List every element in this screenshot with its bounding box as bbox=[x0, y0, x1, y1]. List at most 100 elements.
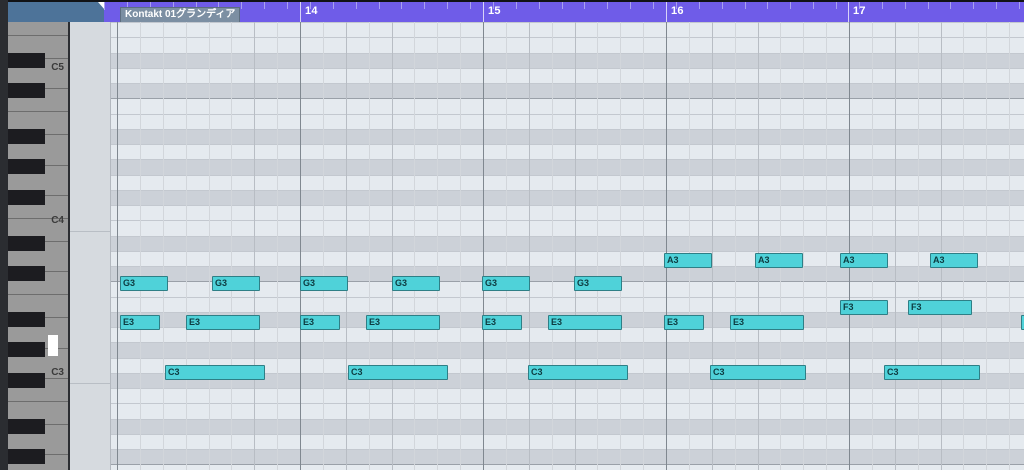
note-block[interactable]: C3 bbox=[348, 365, 448, 380]
note-block[interactable]: A3 bbox=[755, 253, 803, 268]
ruler-tick bbox=[356, 2, 357, 9]
ruler-tick bbox=[104, 2, 105, 9]
ruler-bar-number: 14 bbox=[305, 5, 318, 17]
ruler-tick bbox=[813, 2, 814, 9]
grid-row-line bbox=[111, 190, 1024, 191]
grid-row[interactable] bbox=[111, 205, 1024, 221]
ruler-tick bbox=[310, 2, 311, 9]
note-pitch-label: G3 bbox=[485, 278, 498, 288]
piano-black-key[interactable] bbox=[8, 83, 45, 98]
note-pitch-label: G3 bbox=[123, 278, 136, 288]
note-block[interactable]: E3 bbox=[186, 315, 260, 330]
note-block[interactable]: G3 bbox=[482, 276, 530, 291]
grid-row[interactable] bbox=[111, 342, 1024, 358]
grid-row[interactable] bbox=[111, 83, 1024, 99]
ruler-tick bbox=[767, 2, 768, 9]
note-block[interactable]: F3 bbox=[840, 300, 888, 315]
octave-label-c3: C3 bbox=[51, 367, 64, 378]
note-block[interactable]: C3 bbox=[884, 365, 980, 380]
ruler-tick bbox=[928, 2, 929, 9]
grid-beat-line bbox=[575, 22, 576, 470]
note-block[interactable]: G3 bbox=[120, 276, 168, 291]
ruler-tick bbox=[653, 2, 654, 9]
piano-keyboard[interactable]: C5 C4 C3 bbox=[8, 22, 70, 470]
timeline-ruler[interactable]: 14 15 16 17 Kontakt 01グランディア bbox=[0, 0, 1024, 22]
ruler-tick bbox=[150, 2, 151, 9]
piano-black-key[interactable] bbox=[8, 190, 45, 205]
grid-row[interactable] bbox=[111, 464, 1024, 470]
note-block[interactable]: G3 bbox=[574, 276, 622, 291]
velocity-gutter[interactable] bbox=[70, 22, 111, 470]
note-block[interactable]: A3 bbox=[930, 253, 978, 268]
grid-row-line bbox=[111, 251, 1024, 252]
grid-row[interactable] bbox=[111, 235, 1024, 251]
piano-white-key[interactable] bbox=[8, 462, 68, 470]
ruler-tick bbox=[790, 2, 791, 9]
note-pitch-label: E3 bbox=[189, 317, 201, 327]
piano-black-key[interactable] bbox=[8, 129, 45, 144]
note-block[interactable]: E3 bbox=[482, 315, 522, 330]
note-block[interactable]: A3 bbox=[840, 253, 888, 268]
grid-row[interactable] bbox=[111, 174, 1024, 190]
piano-black-key[interactable] bbox=[8, 159, 45, 174]
grid-row-line bbox=[111, 83, 1024, 84]
note-block[interactable]: E3 bbox=[120, 315, 160, 330]
note-block[interactable]: F3 bbox=[908, 300, 972, 315]
grid-subdivision-line bbox=[323, 22, 324, 470]
note-block[interactable]: E3 bbox=[730, 315, 804, 330]
note-block[interactable]: E3 bbox=[300, 315, 340, 330]
grid-row[interactable] bbox=[111, 52, 1024, 68]
note-pitch-label: E3 bbox=[733, 317, 745, 327]
note-pitch-label: E3 bbox=[303, 317, 315, 327]
piano-black-key[interactable] bbox=[8, 53, 45, 68]
ruler-tick bbox=[836, 2, 837, 9]
ruler-cycle-range[interactable] bbox=[104, 2, 1024, 22]
note-block[interactable]: C3 bbox=[528, 365, 628, 380]
grid-row[interactable] bbox=[111, 98, 1024, 114]
grid-row[interactable] bbox=[111, 296, 1024, 312]
note-pitch-label: C3 bbox=[531, 367, 543, 377]
note-pitch-label: E3 bbox=[485, 317, 497, 327]
piano-black-key[interactable] bbox=[8, 419, 45, 434]
note-block[interactable]: G3 bbox=[300, 276, 348, 291]
grid-row[interactable] bbox=[111, 449, 1024, 465]
note-block[interactable]: A3 bbox=[664, 253, 712, 268]
grid-row[interactable] bbox=[111, 418, 1024, 434]
note-block[interactable]: G3 bbox=[212, 276, 260, 291]
grid-row[interactable] bbox=[111, 128, 1024, 144]
grid-row[interactable] bbox=[111, 113, 1024, 129]
clip-name-tab[interactable]: Kontakt 01グランディア bbox=[120, 7, 241, 22]
ruler-locator-range[interactable] bbox=[8, 2, 104, 22]
grid-row[interactable] bbox=[111, 159, 1024, 175]
piano-black-key[interactable] bbox=[8, 266, 45, 281]
grid-row[interactable] bbox=[111, 189, 1024, 205]
piano-black-key[interactable] bbox=[8, 236, 45, 251]
note-grid[interactable]: G3 G3 G3 G3 G3 G3 A3 A3 A3 A3 F3 F3 E3 E3 E3 E3 E3 E3 E3 E3… bbox=[111, 22, 1024, 470]
loop-marker-icon[interactable] bbox=[98, 2, 105, 10]
piano-black-key[interactable] bbox=[8, 312, 45, 327]
grid-row[interactable] bbox=[111, 388, 1024, 404]
grid-row[interactable] bbox=[111, 144, 1024, 160]
grid-row[interactable] bbox=[111, 327, 1024, 343]
grid-row[interactable] bbox=[111, 37, 1024, 53]
note-block[interactable]: E3 bbox=[548, 315, 622, 330]
piano-key-separator bbox=[8, 218, 68, 219]
grid-row[interactable] bbox=[111, 22, 1024, 38]
note-block[interactable]: C3 bbox=[710, 365, 806, 380]
grid-row[interactable] bbox=[111, 67, 1024, 83]
note-block[interactable]: C3 bbox=[165, 365, 265, 380]
piano-black-key[interactable] bbox=[8, 449, 45, 464]
grid-row-line bbox=[111, 144, 1024, 145]
note-block[interactable]: E3 bbox=[1021, 315, 1024, 330]
grid-subdivision-line bbox=[277, 22, 278, 470]
note-block[interactable]: E3 bbox=[366, 315, 440, 330]
grid-row[interactable] bbox=[111, 220, 1024, 236]
piano-black-key[interactable] bbox=[8, 373, 45, 388]
grid-subdivision-line bbox=[209, 22, 210, 470]
grid-row[interactable] bbox=[111, 433, 1024, 449]
ruler-bar-tick bbox=[666, 2, 667, 22]
piano-black-key[interactable] bbox=[8, 342, 45, 357]
note-block[interactable]: E3 bbox=[664, 315, 704, 330]
grid-row[interactable] bbox=[111, 403, 1024, 419]
note-block[interactable]: G3 bbox=[392, 276, 440, 291]
